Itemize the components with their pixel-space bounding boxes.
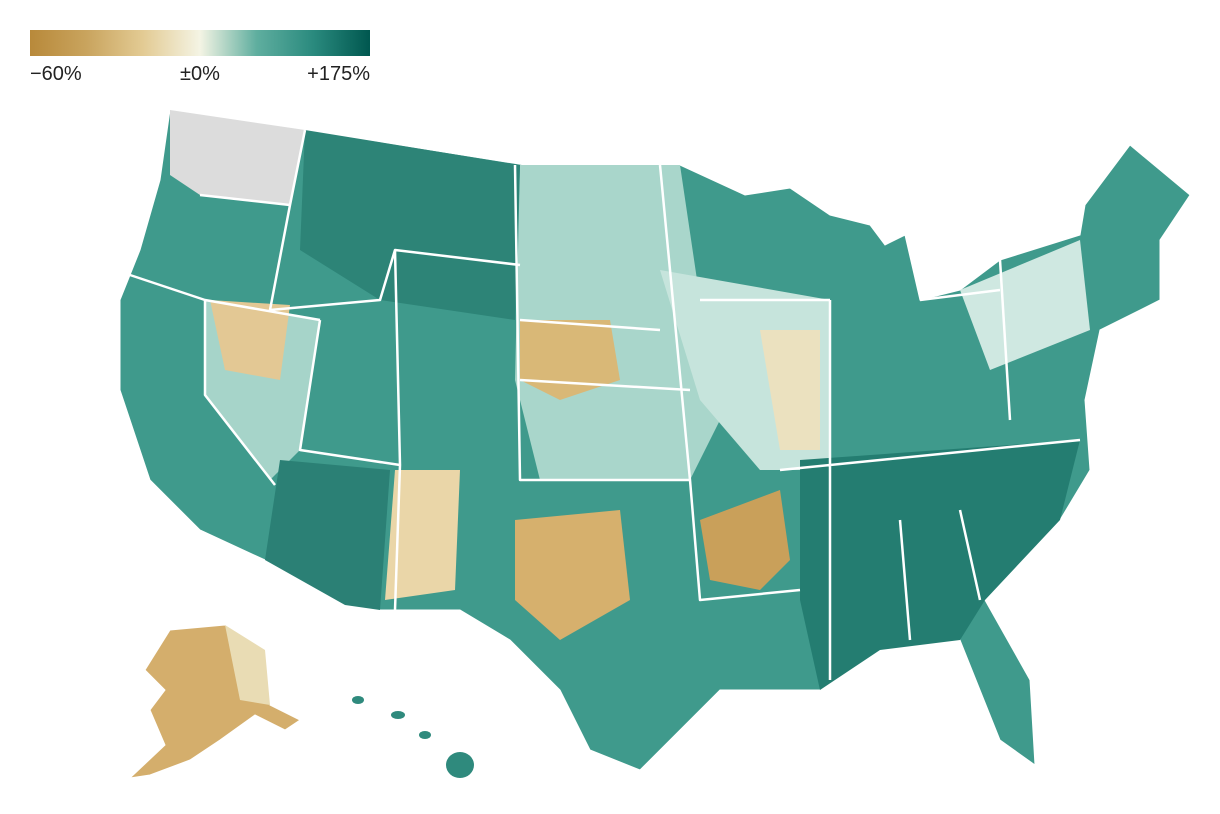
legend-label: ±0% xyxy=(180,63,220,85)
legend-color-bar xyxy=(30,30,370,56)
southeast-dark xyxy=(800,440,1080,690)
alaska xyxy=(128,624,301,779)
lower-48-map xyxy=(119,109,1191,771)
hawaii-island xyxy=(446,752,474,778)
hawaii-island xyxy=(391,711,405,719)
state-borders xyxy=(129,129,1081,680)
alaska-shape xyxy=(128,624,301,779)
arizona-dark xyxy=(265,460,390,610)
hawaii-island xyxy=(352,696,364,704)
alaska-east-light xyxy=(225,625,270,705)
washington xyxy=(170,110,305,205)
hawaii-island xyxy=(419,731,431,739)
texas-tan xyxy=(515,510,630,640)
legend-labels: −60% ±0% +175% xyxy=(30,63,370,85)
arkansas-tan xyxy=(700,490,790,590)
legend-label: +175% xyxy=(307,63,370,85)
northeast-light xyxy=(960,240,1090,370)
rockies-dark xyxy=(300,130,520,320)
nevada-tan xyxy=(210,300,290,380)
legend-label: −60% xyxy=(30,63,82,85)
new-mexico-tan xyxy=(385,470,460,600)
illinois-cream xyxy=(760,330,820,450)
plains-tan xyxy=(520,320,620,400)
hawaii xyxy=(352,696,474,778)
